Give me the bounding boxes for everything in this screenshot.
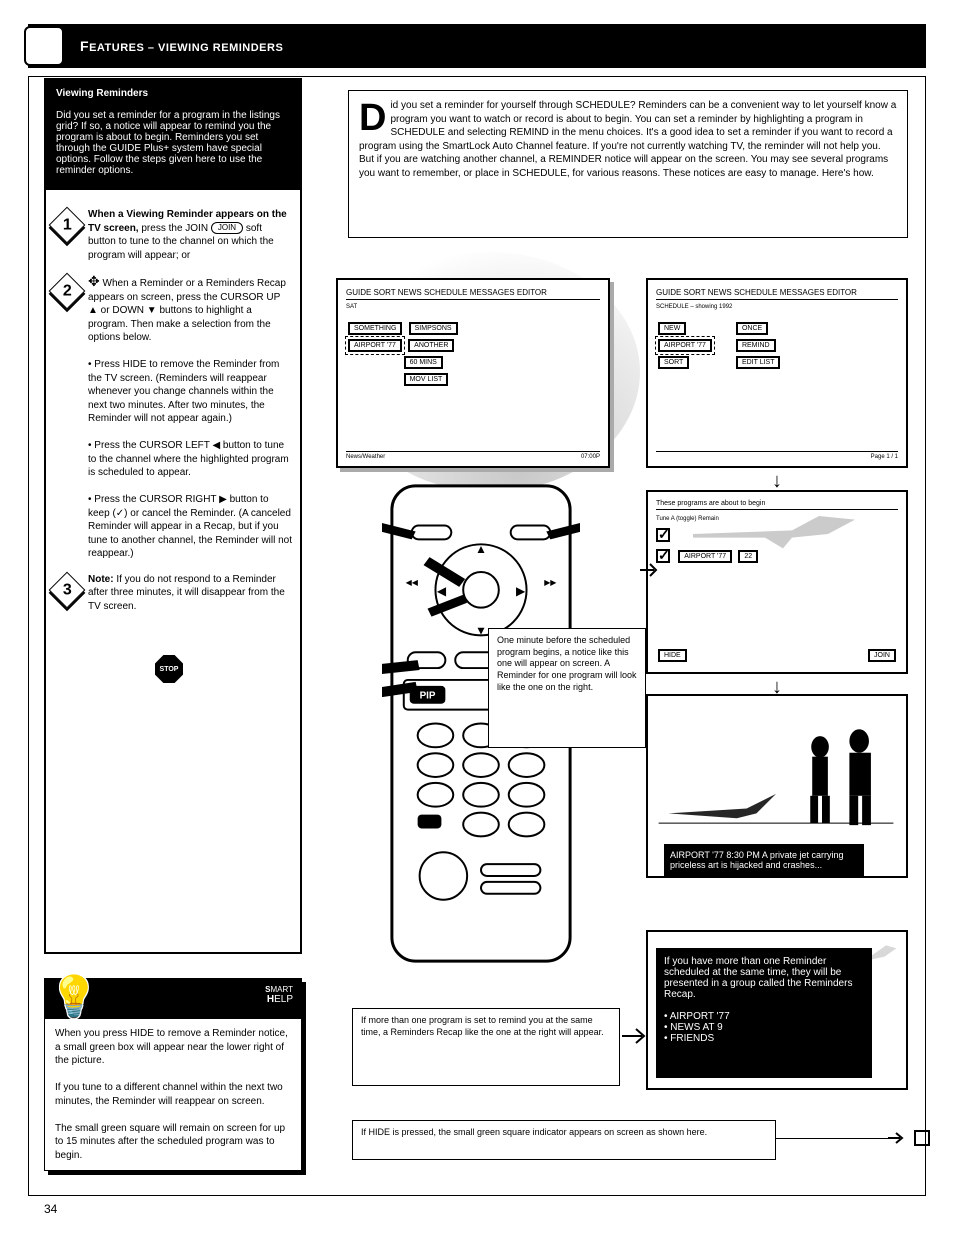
tv-screen-c: These programs are about to begin Tune A… bbox=[646, 490, 908, 674]
step-2: 2 ✥ When a Reminder or a Reminders Recap… bbox=[54, 274, 292, 561]
svg-text:PIP: PIP bbox=[420, 691, 436, 702]
step-1-text: When a Viewing Reminder appears on the T… bbox=[88, 208, 292, 262]
lightbulb-icon: 💡 bbox=[49, 973, 99, 1020]
screen-a-item: SIMPSONS bbox=[409, 322, 458, 335]
page-title: FEATURES – VIEWING REMINDERS bbox=[80, 38, 283, 54]
step-stop: STOP bbox=[54, 655, 292, 683]
intro-body: id you set a reminder for yourself throu… bbox=[359, 100, 896, 179]
screen-a-sub: SAT bbox=[346, 304, 600, 310]
step-3: 3 Note: If you do not respond to a Remin… bbox=[54, 573, 292, 614]
screen-b-item: SORT bbox=[658, 356, 689, 369]
arrow-right-icon bbox=[888, 1128, 908, 1148]
svg-text:▶: ▶ bbox=[516, 584, 526, 598]
tv-screen-d: AIRPORT '77 8:30 PM A private jet carryi… bbox=[646, 694, 908, 878]
screen-b-item-highlight: AIRPORT '77 bbox=[658, 339, 712, 352]
intro-box: D id you set a reminder for yourself thr… bbox=[348, 90, 908, 238]
airplane-icon bbox=[654, 498, 894, 552]
arrow-right-icon bbox=[622, 1026, 650, 1046]
hide-button[interactable]: HIDE bbox=[658, 649, 687, 662]
smart-help-header: 💡 SMART HELP bbox=[45, 979, 301, 1019]
stop-icon: STOP bbox=[155, 655, 183, 683]
arrow-right-icon bbox=[640, 560, 660, 580]
step-3-text: Note: If you do not respond to a Reminde… bbox=[88, 573, 292, 614]
join-button[interactable]: JOIN bbox=[868, 649, 896, 662]
tv-screen-b: GUIDE SORT NEWS SCHEDULE MESSAGES EDITOR… bbox=[646, 278, 908, 468]
tv-screen-e: If you have more than one Reminder sched… bbox=[646, 930, 908, 1090]
svg-text:▼: ▼ bbox=[475, 623, 487, 637]
svg-text:▶▶: ▶▶ bbox=[544, 578, 557, 587]
screen-e-recap: If you have more than one Reminder sched… bbox=[656, 948, 872, 1078]
eye-icon: 👁 bbox=[24, 26, 64, 66]
green-square-indicator bbox=[914, 1130, 930, 1146]
smart-help-box: 💡 SMART HELP When you press HIDE to remo… bbox=[44, 978, 302, 1171]
screen-a-menu: GUIDE SORT NEWS SCHEDULE MESSAGES EDITOR bbox=[346, 288, 600, 300]
note-b: If more than one program is set to remin… bbox=[352, 1008, 620, 1086]
step-2-marker: 2 bbox=[49, 273, 86, 310]
screen-b-item: NEW bbox=[658, 322, 686, 335]
svg-text:▲: ▲ bbox=[475, 542, 487, 556]
svg-text:◀: ◀ bbox=[437, 584, 447, 598]
screen-b-sub: SCHEDULE – showing 1992 bbox=[656, 304, 898, 310]
step-3-marker: 3 bbox=[49, 571, 86, 608]
screen-a-item-highlight: AIRPORT '77 bbox=[348, 339, 402, 352]
screen-a-item: MOV LIST bbox=[404, 373, 449, 386]
screen-b-item: REMIND bbox=[736, 339, 776, 352]
screen-d-caption: AIRPORT '77 8:30 PM A private jet carryi… bbox=[664, 844, 864, 876]
step-1-marker: 1 bbox=[49, 207, 86, 244]
screen-a-item: 60 MINS bbox=[404, 356, 443, 369]
screen-b-footer: Page 1 / 1 bbox=[656, 451, 898, 460]
screen-b-menu: GUIDE SORT NEWS SCHEDULE MESSAGES EDITOR bbox=[656, 288, 898, 300]
intro-dropcap: D bbox=[359, 103, 386, 133]
screen-a-item: ANOTHER bbox=[408, 339, 454, 352]
checkbox-icon bbox=[656, 528, 670, 542]
screen-a-item: SOMETHING bbox=[348, 322, 402, 335]
join-button-graphic: JOIN bbox=[211, 222, 243, 235]
steps-container: 1 When a Viewing Reminder appears on the… bbox=[44, 78, 302, 954]
note-a: One minute before the scheduled program … bbox=[488, 628, 646, 748]
smart-help-body: When you press HIDE to remove a Reminder… bbox=[45, 1019, 301, 1170]
step-1: 1 When a Viewing Reminder appears on the… bbox=[54, 208, 292, 262]
page-number: 34 bbox=[44, 1202, 57, 1216]
screen-a-footer: News/Weather07:00P bbox=[346, 451, 600, 460]
note-c: If HIDE is pressed, the small green squa… bbox=[352, 1120, 776, 1160]
screen-b-item: EDIT LIST bbox=[736, 356, 781, 369]
page-header: 👁 FEATURES – VIEWING REMINDERS bbox=[28, 24, 926, 68]
step-2-text: ✥ When a Reminder or a Reminders Recap a… bbox=[88, 274, 292, 561]
cursor-cross-icon: ✥ bbox=[88, 274, 100, 288]
tv-screen-a: GUIDE SORT NEWS SCHEDULE MESSAGES EDITOR… bbox=[336, 278, 610, 468]
screen-b-item: ONCE bbox=[736, 322, 768, 335]
page-root: 👁 FEATURES – VIEWING REMINDERS Viewing R… bbox=[0, 0, 954, 1235]
connector-line-c bbox=[776, 1138, 896, 1139]
svg-text:◀◀: ◀◀ bbox=[406, 578, 419, 587]
